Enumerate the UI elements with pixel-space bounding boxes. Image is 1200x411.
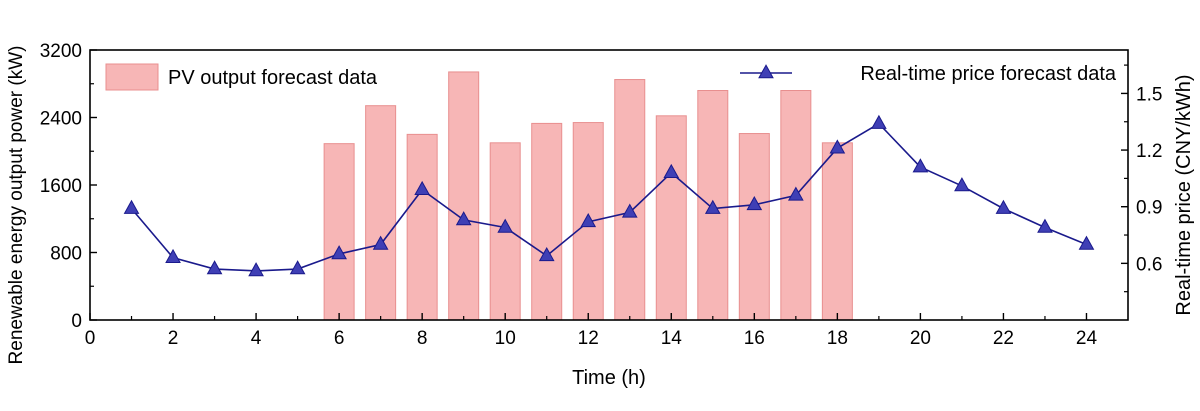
legend-bar-label: PV output forecast data (168, 67, 378, 89)
bar-7 (365, 105, 397, 321)
y-left-tick-label-1600: 1600 (40, 176, 82, 197)
x-tick-label-0: 0 (85, 328, 96, 349)
bar-6 (323, 143, 355, 321)
x-tick-label-8: 8 (417, 328, 428, 349)
y-left-tick-label-3200: 3200 (40, 41, 82, 62)
x-tick-label-4: 4 (251, 328, 262, 349)
y-right-tick-label-0.6: 0.6 (1136, 254, 1162, 275)
x-tick-label-20: 20 (910, 328, 931, 349)
y-left-tick-label-800: 800 (50, 244, 82, 265)
price-point-4 (248, 262, 264, 277)
x-tick-label-22: 22 (993, 328, 1014, 349)
price-point-7 (372, 235, 389, 250)
bar-11 (531, 122, 563, 321)
price-point-3 (206, 260, 223, 275)
price-point-9 (455, 211, 472, 226)
y-right-tick-label-0.9: 0.9 (1136, 198, 1162, 219)
x-tick-label-10: 10 (495, 328, 516, 349)
price-point-15 (704, 199, 721, 214)
price-point-5 (289, 260, 306, 275)
y-right-axis-ticks: 0.6 0.9 1.2 1.5 (1121, 64, 1162, 293)
y-left-tick-label-2400: 2400 (40, 109, 82, 130)
x-axis-title: Time (h) (572, 367, 646, 389)
x-tick-label-2: 2 (168, 328, 179, 349)
price-point-1 (123, 199, 140, 214)
plot-frame (89, 49, 1129, 321)
price-point-19 (871, 114, 887, 129)
price-point-8 (414, 180, 431, 196)
y-right-tick-label-1.2: 1.2 (1136, 141, 1162, 162)
x-tick-label-24: 24 (1076, 328, 1098, 349)
price-point-22 (995, 199, 1012, 214)
price-line (130, 122, 1087, 272)
price-point-10 (497, 218, 514, 233)
legend-bar-swatch (105, 63, 159, 91)
y-left-axis-title: Renewable energy output power (kW) (6, 46, 27, 365)
bar-13 (614, 79, 646, 321)
bar-16 (738, 133, 770, 321)
y-left-axis-ticks: 0 800 1600 2400 3200 (40, 41, 97, 332)
line-series (123, 114, 1095, 277)
y-right-tick-label-1.5: 1.5 (1136, 84, 1162, 105)
x-tick-label-14: 14 (661, 328, 683, 349)
x-tick-label-16: 16 (744, 328, 765, 349)
x-tick-label-12: 12 (578, 328, 599, 349)
x-axis-ticks: 0 2 4 6 8 10 12 14 16 18 20 22 24 (85, 313, 1098, 349)
price-point-11 (538, 246, 555, 262)
y-right-axis-title: Real-time price (CNY/kWh) (1173, 74, 1195, 315)
price-point-17 (787, 186, 804, 201)
price-point-16 (746, 195, 763, 211)
legend-bar-entry: PV output forecast data (105, 63, 378, 91)
y-left-tick-label-0: 0 (71, 311, 82, 332)
price-point-20 (912, 158, 929, 173)
bar-17 (780, 90, 812, 321)
legend-triangle-marker (758, 64, 774, 79)
price-point-6 (331, 245, 347, 260)
price-point-21 (954, 177, 970, 192)
x-tick-label-18: 18 (827, 328, 848, 349)
x-tick-label-6: 6 (334, 328, 345, 349)
price-point-18 (829, 139, 846, 154)
price-point-12 (580, 212, 597, 228)
bar-14 (655, 115, 687, 321)
price-point-2 (165, 248, 181, 263)
legend-line-label: Real-time price forecast data (860, 63, 1117, 85)
bar-18 (821, 142, 853, 321)
price-point-14 (663, 163, 680, 179)
price-point-23 (1037, 218, 1053, 233)
price-point-13 (621, 203, 638, 218)
legend-line-entry: Real-time price forecast data (740, 63, 1117, 85)
bar-9 (448, 71, 480, 321)
price-point-24 (1078, 235, 1095, 250)
bar-series (323, 71, 853, 321)
bar-8 (406, 133, 438, 321)
